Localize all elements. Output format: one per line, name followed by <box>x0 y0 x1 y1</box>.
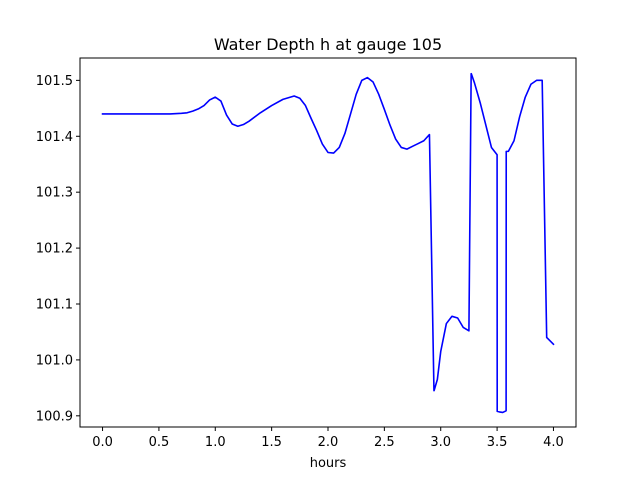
plot-area: 0.0 0.5 1.0 1.5 2.0 2.5 3.0 3.5 4.0 100.9 101.0 101… <box>36 57 577 450</box>
x-tick-label: 4.0 <box>543 435 564 450</box>
y-tick-label: 101.4 <box>36 130 73 145</box>
x-tick-label: 3.0 <box>430 435 451 450</box>
x-tick-label: 1.0 <box>205 435 226 450</box>
y-tick-label: 100.9 <box>36 409 73 424</box>
x-axis-label: hours <box>310 456 347 471</box>
series-line-0 <box>101 72 555 414</box>
x-tick-label: 1.5 <box>261 435 282 450</box>
y-tick-label: 101.0 <box>36 353 73 368</box>
x-tick-label: 2.5 <box>374 435 395 450</box>
y-tick-label: 101.1 <box>36 298 73 313</box>
x-tick-label: 0.5 <box>149 435 170 450</box>
y-tick-label: 101.5 <box>36 74 73 89</box>
x-tick-label: 3.5 <box>487 435 508 450</box>
y-tick-label: 101.2 <box>36 242 73 257</box>
chart-title: Water Depth h at gauge 105 <box>214 35 442 54</box>
y-tick-label: 101.3 <box>36 186 73 201</box>
x-tick-label: 2.0 <box>318 435 339 450</box>
x-tick-label: 0.0 <box>92 435 113 450</box>
